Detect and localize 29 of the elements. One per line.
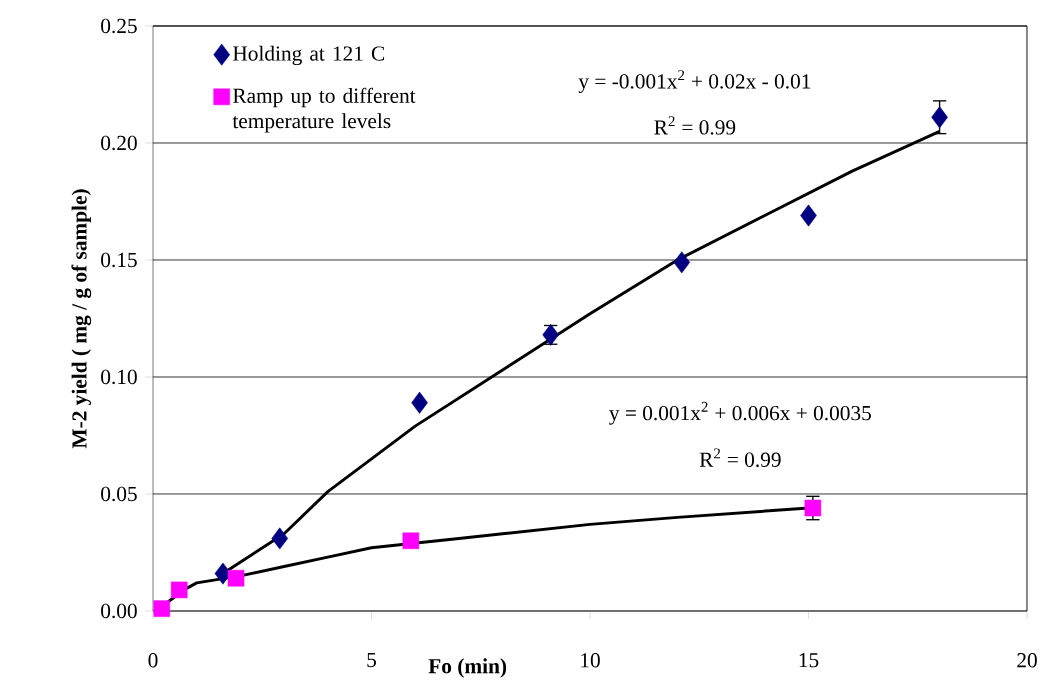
point (402, 532, 420, 550)
y-tick-label: 0.00 (101, 603, 137, 619)
point (170, 581, 188, 599)
x-tick-label: 10 (581, 653, 600, 668)
point (931, 106, 948, 129)
point (271, 527, 288, 550)
point (153, 600, 171, 618)
point (411, 391, 428, 414)
y-tick-label: 0.25 (101, 18, 137, 34)
y-tick-label: 0.15 (101, 252, 137, 268)
y-axis-title: M-2 yield ( mg / g of sample) (71, 189, 92, 449)
x-tick-label: 5 (367, 653, 376, 668)
annotation: y = -0.001x$^{2}$ + 0.02x - 0.01 (578, 70, 811, 94)
annotation: R$^{2}$ = 0.99 (699, 448, 781, 468)
x-axis-title: Fo (min) (428, 658, 507, 678)
x-tick-label: 20 (1017, 653, 1037, 668)
point (673, 251, 691, 274)
y-tick-label: 0.20 (101, 135, 137, 151)
point (227, 570, 245, 587)
point (800, 204, 817, 227)
y-tick-label: 0.05 (101, 486, 137, 502)
x-tick-label: 0 (148, 653, 158, 668)
annotation: y = 0.001x$^{2}$ + 0.006x + 0.0035 (609, 401, 871, 425)
y-tick-label: 0.10 (101, 369, 137, 385)
point (804, 499, 822, 517)
x-tick-label: 15 (799, 653, 819, 668)
legend-label: Ramp up to different temperature levels (232, 87, 416, 133)
legend-label: Holding at 121 C (232, 45, 385, 66)
annotation: R$^{2}$ = 0.99 (654, 116, 736, 135)
